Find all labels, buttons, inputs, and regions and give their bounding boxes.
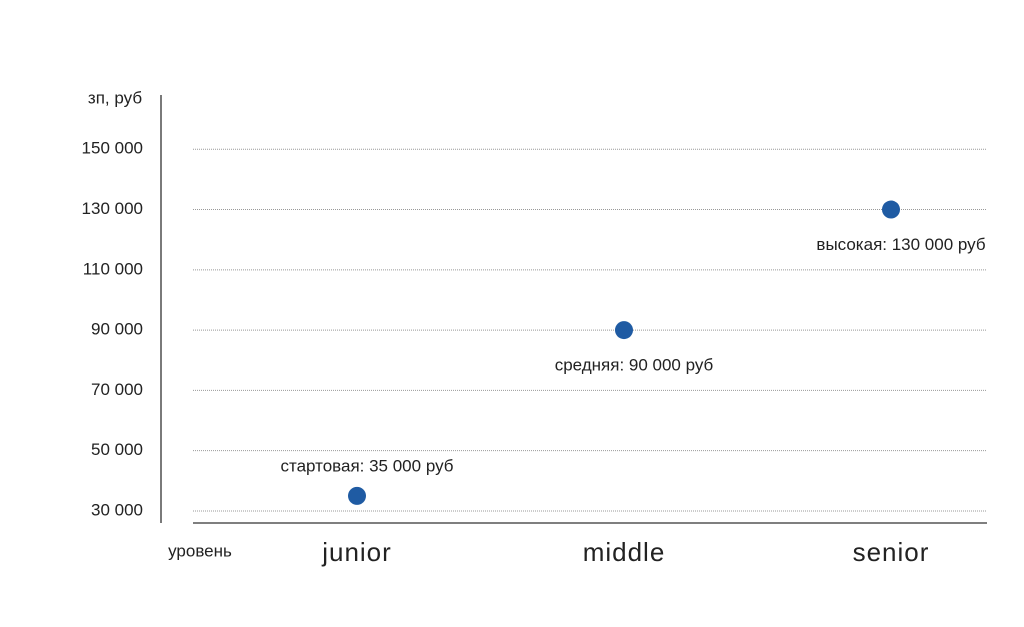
point [882, 200, 900, 219]
y-axis-label: зп, руб [88, 88, 142, 107]
y-tick-label: 30 000 [91, 500, 143, 519]
y-tick-label: 150 000 [82, 139, 143, 158]
y-tick-label: 130 000 [82, 199, 143, 218]
y-tick-label: 110 000 [83, 259, 143, 278]
data-label: стартовая: 35 000 руб [280, 456, 453, 475]
point [615, 321, 633, 340]
x-tick-label: middle [583, 537, 666, 567]
point [348, 486, 366, 505]
x-tick-label: junior [321, 537, 392, 567]
data-label: средняя: 90 000 руб [555, 356, 714, 375]
data-label: высокая: 130 000 руб [816, 235, 985, 254]
y-tick-label: 90 000 [91, 320, 143, 339]
x-axis-label: уровень [168, 541, 232, 560]
y-tick-label: 70 000 [91, 380, 143, 399]
x-tick-label: senior [853, 537, 930, 567]
y-tick-label: 50 000 [91, 440, 143, 459]
